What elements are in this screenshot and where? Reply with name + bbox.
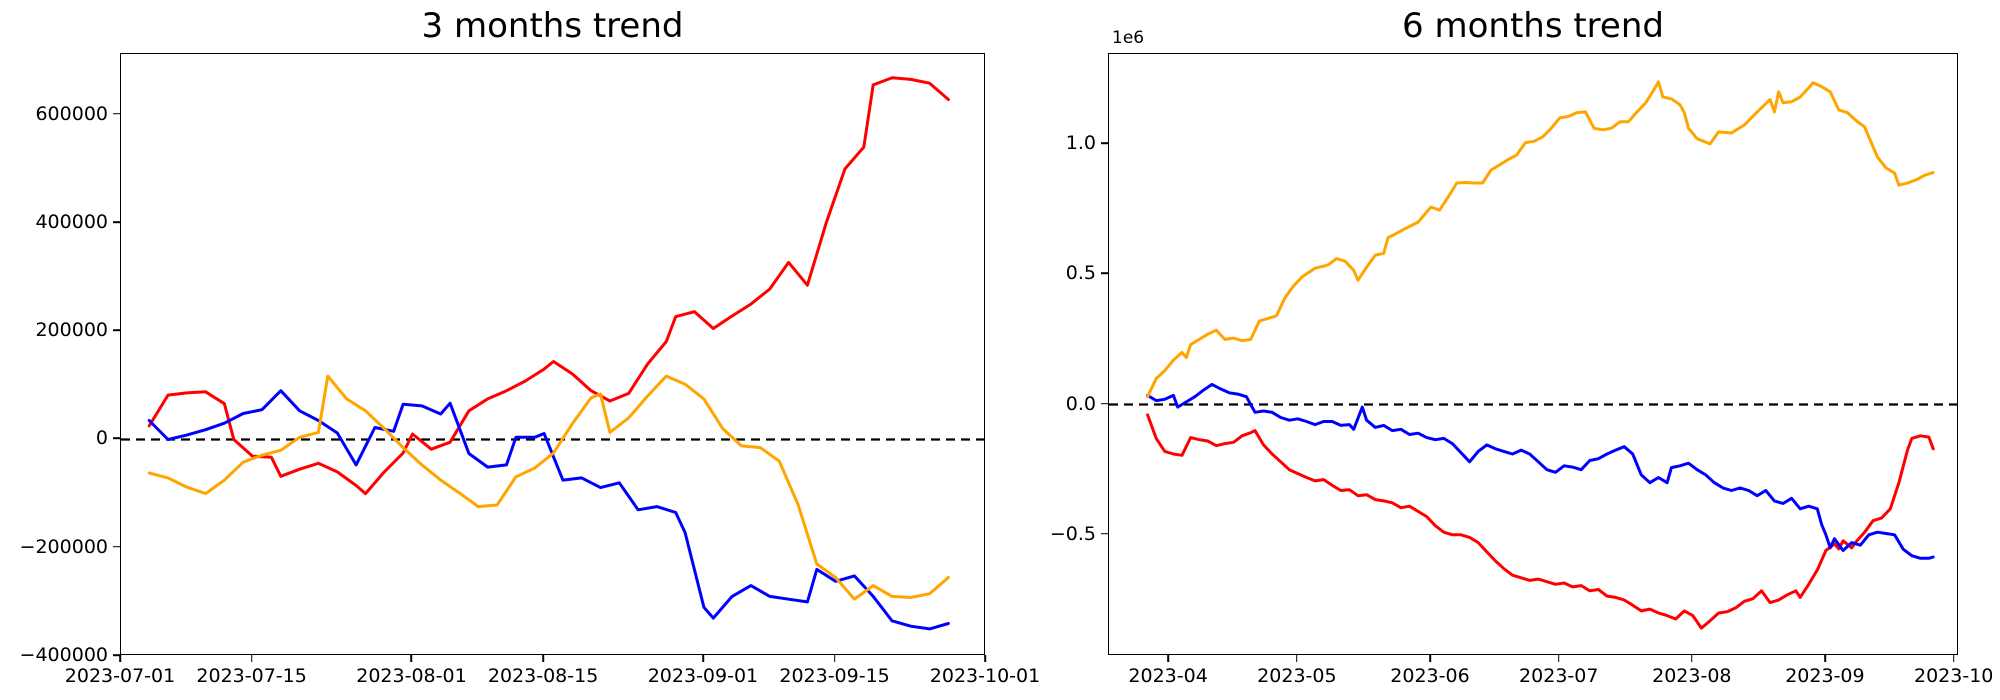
x-tick-mark	[833, 655, 836, 662]
x-tick-mark	[410, 655, 413, 662]
series-line-red	[147, 76, 950, 496]
x-tick-mark	[1429, 655, 1431, 662]
y-tick-mark	[113, 112, 120, 115]
x-tick-label: 2023-10	[1914, 665, 1994, 687]
y-tick-label: 600000	[35, 102, 108, 125]
series-line-blue	[1146, 382, 1935, 560]
x-tick-mark	[1824, 655, 1826, 662]
plot-area	[120, 53, 986, 655]
x-tick-label: 2023-09-15	[779, 665, 890, 687]
chart-3-months-trend: 3 months trend 2023-07-01 2023-07-15 2023-…	[19, 6, 1041, 687]
series-line-red	[1146, 413, 1935, 630]
series-line-orange	[147, 374, 950, 601]
x-tick-mark	[1167, 655, 1169, 662]
y-tick-mark	[113, 545, 120, 548]
x-tick-mark	[250, 655, 253, 662]
y-tick-mark	[113, 654, 120, 656]
y-tick-label: 0	[95, 427, 108, 450]
x-tick-mark	[1691, 655, 1693, 662]
y-tick-mark	[1101, 272, 1108, 274]
x-tick-mark	[1296, 655, 1298, 662]
x-tick-label: 2023-06	[1390, 665, 1470, 687]
x-tick-label: 2023-05	[1257, 665, 1337, 687]
y-tick-mark	[1101, 533, 1108, 535]
y-tick-mark	[1101, 142, 1108, 144]
x-tick-label: 2023-07-01	[64, 665, 176, 687]
y-tick-label: 0.0	[1065, 392, 1096, 415]
y-axis-offset-label: 1e6	[1112, 28, 1145, 48]
chart-6-months-trend: 6 months trend 1e6 2023-04 2023-05 2023-06…	[1000, 0, 2000, 700]
chart-canvas	[121, 76, 986, 631]
x-tick-label: 2023-09-01	[647, 665, 759, 687]
x-tick-label: 2023-09	[1785, 665, 1865, 687]
y-tick-label: −400000	[19, 644, 108, 666]
y-tick-label: 200000	[35, 319, 108, 342]
plot-area	[1108, 53, 1959, 655]
series-line-blue	[147, 389, 950, 631]
y-tick-label: −0.5	[1049, 522, 1096, 545]
chart-title: 3 months trend	[421, 6, 684, 46]
y-tick-label: 0.5	[1065, 262, 1096, 285]
x-tick-label: 2023-10-01	[929, 665, 1041, 687]
y-tick-label: 1.0	[1065, 131, 1096, 154]
y-tick-label: 400000	[35, 210, 108, 233]
x-tick-mark	[984, 655, 986, 662]
x-tick-mark	[1952, 655, 1955, 662]
x-tick-label: 2023-08	[1652, 665, 1732, 687]
y-tick-label: −200000	[19, 535, 108, 558]
x-tick-label: 2023-08-01	[356, 665, 467, 687]
x-tick-mark	[119, 655, 121, 662]
x-tick-label: 2023-07	[1519, 665, 1599, 687]
x-tick-mark	[1557, 655, 1560, 662]
x-tick-mark	[702, 655, 704, 662]
chart-title: 6 months trend	[1402, 6, 1664, 46]
y-tick-mark	[1101, 402, 1108, 405]
x-tick-mark	[542, 655, 544, 662]
y-tick-mark	[113, 437, 120, 440]
y-tick-mark	[113, 221, 120, 223]
series-line-orange	[1146, 80, 1935, 399]
x-tick-label: 2023-08-15	[487, 665, 599, 687]
y-tick-mark	[113, 329, 120, 331]
x-tick-label: 2023-04	[1128, 665, 1208, 687]
x-tick-label: 2023-07-15	[196, 665, 307, 687]
chart-canvas	[1109, 80, 1959, 630]
